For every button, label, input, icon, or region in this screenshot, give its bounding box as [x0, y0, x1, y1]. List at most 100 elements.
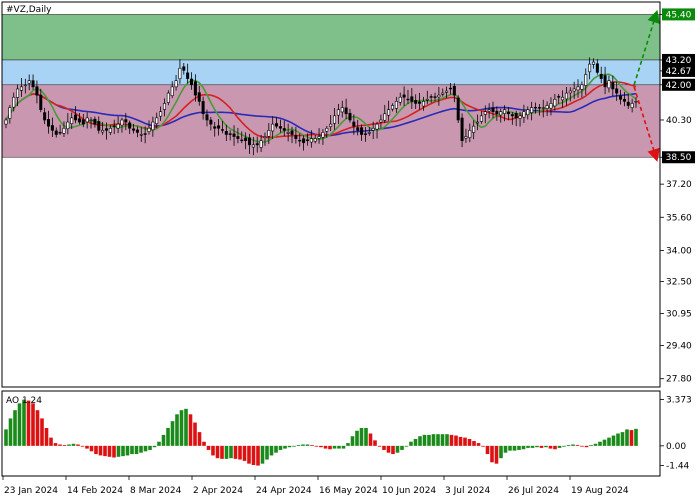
price-label: 32.50 — [666, 277, 692, 287]
candle-body — [116, 123, 120, 129]
candle-body — [561, 96, 565, 101]
ao-bar — [98, 445, 103, 456]
ao-bar — [40, 418, 44, 446]
ao-bar — [607, 437, 611, 446]
ao-bar — [31, 403, 35, 446]
candle-body — [209, 119, 213, 125]
candle-body — [437, 94, 441, 98]
candle-body — [62, 127, 66, 134]
candle-body — [97, 121, 101, 131]
ao-bar — [427, 434, 431, 446]
candle-body — [568, 90, 572, 94]
ao-bar — [287, 445, 292, 448]
ao-bar — [350, 436, 355, 446]
ao-bar — [89, 445, 94, 452]
ao-bar — [125, 445, 130, 456]
ao-bar — [301, 444, 305, 446]
forecast-arrow — [633, 9, 660, 86]
candle-body — [8, 107, 12, 119]
candle-body — [367, 132, 371, 134]
candle-body — [340, 107, 344, 113]
candle-body — [402, 94, 406, 98]
ao-bar — [157, 441, 161, 446]
candle-body — [85, 117, 89, 123]
ao-bar — [454, 435, 458, 446]
ao-bar — [256, 445, 260, 466]
candle-body — [298, 139, 302, 142]
candle-body — [162, 103, 166, 110]
ao-bar — [202, 441, 206, 446]
candle-body — [135, 129, 139, 133]
ao-bar — [233, 445, 238, 459]
ao-bar — [278, 445, 283, 450]
ao-bar — [490, 445, 494, 463]
candle-body — [406, 98, 410, 101]
candle-body — [360, 127, 364, 135]
ao-bar — [341, 445, 346, 449]
candle-body — [240, 139, 244, 142]
ao-bar — [337, 445, 341, 449]
candle-body — [445, 90, 449, 93]
candle-body — [522, 111, 526, 118]
ao-bar — [395, 445, 400, 453]
candle-body — [124, 119, 128, 123]
time-tick-label: 26 Jul 2024 — [508, 486, 559, 496]
candle-body — [506, 111, 510, 115]
ao-bar — [553, 445, 557, 450]
ao-bar — [310, 445, 314, 446]
candle-body — [622, 98, 626, 102]
candle-body — [479, 115, 483, 122]
ao-title-name: AO — [6, 396, 19, 406]
ao-bar — [247, 445, 251, 464]
ao-bar — [220, 445, 224, 459]
ao-bar — [544, 445, 548, 448]
ao-bar — [521, 445, 526, 450]
candle-body — [305, 139, 309, 141]
ao-bar — [283, 445, 287, 449]
candle-body — [104, 128, 108, 131]
ao-bar — [134, 445, 139, 455]
ao-bar — [593, 443, 598, 446]
candle-body — [89, 119, 93, 122]
candle-body — [611, 82, 615, 90]
candle-body — [595, 63, 599, 73]
candle-body — [77, 118, 81, 123]
price-label: 37.20 — [666, 180, 692, 190]
candle-body — [398, 96, 402, 103]
candle-body — [371, 127, 375, 131]
ao-bar — [409, 441, 413, 446]
ao-bar — [584, 445, 589, 448]
candle-body — [580, 84, 584, 90]
ao-bar — [440, 434, 445, 446]
candle-body — [147, 127, 151, 132]
candle-body — [333, 115, 337, 124]
ao-bar — [517, 445, 521, 450]
ao-bar — [418, 436, 422, 446]
candle-body — [634, 101, 638, 103]
candle-body — [564, 92, 568, 100]
candle-body — [220, 129, 224, 131]
candle-body — [139, 134, 143, 136]
candle-body — [619, 95, 623, 100]
ao-plot-frame — [1, 390, 661, 477]
price-label: 45.40 — [666, 10, 692, 20]
ao-bar — [530, 445, 535, 448]
candle-body — [244, 137, 248, 141]
ao-bar — [238, 445, 242, 460]
ao-bar — [260, 445, 265, 464]
candle-body — [58, 132, 62, 134]
ao-bar — [292, 445, 296, 447]
candle-body — [112, 125, 116, 127]
candle-body — [363, 133, 367, 135]
candle-body — [549, 103, 553, 109]
candle-body — [599, 74, 603, 79]
ao-bar — [580, 445, 584, 447]
ao-bar — [508, 445, 512, 451]
candle-body — [456, 97, 460, 121]
ao-bar — [616, 433, 620, 446]
candle-body — [101, 130, 105, 133]
ao-bar — [413, 438, 418, 446]
candle-body — [313, 138, 317, 142]
ao-bar — [17, 403, 22, 446]
